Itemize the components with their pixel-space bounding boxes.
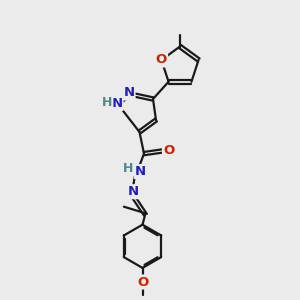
Text: O: O: [163, 144, 174, 157]
Text: H: H: [102, 95, 112, 109]
Text: O: O: [156, 53, 167, 67]
Text: N: N: [123, 86, 135, 100]
Text: N: N: [128, 185, 139, 198]
Text: O: O: [137, 275, 148, 289]
Text: N: N: [111, 97, 123, 110]
Text: H: H: [123, 162, 134, 175]
Text: N: N: [135, 165, 146, 178]
